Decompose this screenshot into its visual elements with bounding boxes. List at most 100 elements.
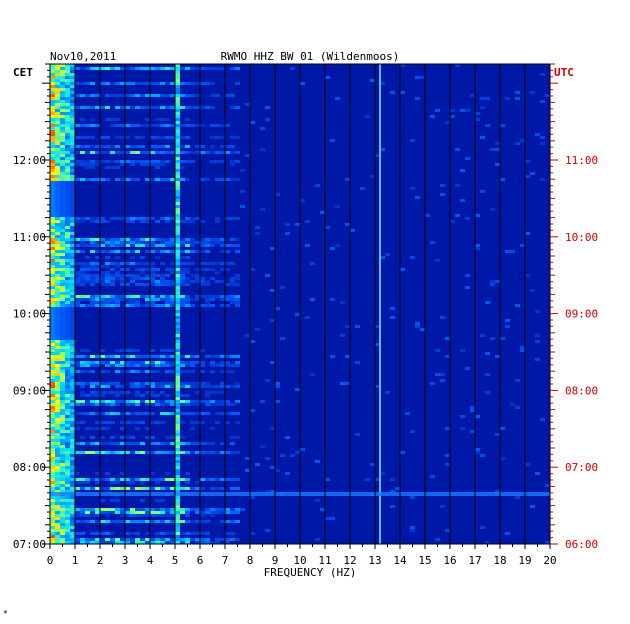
spectrogram-cell xyxy=(220,304,225,307)
spectrogram-cell xyxy=(230,151,235,154)
spectrogram-cell xyxy=(50,436,55,439)
spectrogram-cell xyxy=(70,85,75,88)
spectrogram-cell xyxy=(140,271,145,274)
spectrogram-cell xyxy=(120,241,125,244)
x-tick-label: 4 xyxy=(147,554,154,567)
spectrogram-cell xyxy=(190,412,195,415)
spectrogram-cell xyxy=(50,529,55,532)
spectrogram-cell xyxy=(160,403,165,406)
spectrogram-cell xyxy=(70,409,75,412)
spectrogram-cell xyxy=(175,532,180,535)
spectrogram-cell xyxy=(65,364,70,367)
spectrogram-cell xyxy=(60,79,65,82)
spectrogram-cell xyxy=(160,124,165,127)
spectrogram-cell xyxy=(120,478,125,481)
spectrogram-cell xyxy=(85,304,90,307)
spectrogram-cell xyxy=(55,526,60,529)
spectrogram-cell xyxy=(60,268,65,271)
spectrogram-cell xyxy=(185,478,190,481)
spectrogram-cell xyxy=(225,511,230,514)
spectrogram-cell xyxy=(425,214,430,217)
spectrogram-cell xyxy=(150,385,155,388)
spectrogram-cell xyxy=(105,262,110,265)
spectrogram-cell xyxy=(55,304,60,307)
spectrogram-cell xyxy=(105,301,110,304)
spectrogram-cell xyxy=(190,361,195,364)
spectrogram-cell xyxy=(100,511,105,514)
spectrogram-cell xyxy=(150,217,155,220)
spectrogram-cell xyxy=(300,82,305,85)
spectrogram-cell xyxy=(70,331,75,334)
spectrogram-cell xyxy=(125,82,130,85)
spectrogram-cell xyxy=(120,538,125,541)
spectrogram-cell xyxy=(65,403,70,406)
spectrogram-cell xyxy=(50,307,55,310)
spectrogram-cell xyxy=(200,511,205,514)
y-tick-label-cet: 08:00 xyxy=(13,461,46,474)
spectrogram-cell xyxy=(535,334,540,337)
spectrogram-cell xyxy=(60,451,65,454)
spectrogram-cell xyxy=(175,370,180,373)
spectrogram-cell xyxy=(135,364,140,367)
spectrogram-cell xyxy=(215,478,220,481)
spectrogram-cell xyxy=(475,244,480,247)
spectrogram-cell xyxy=(180,382,185,385)
spectrogram-cell xyxy=(120,160,125,163)
spectrogram-cell xyxy=(50,511,55,514)
x-tick-label: 2 xyxy=(97,554,104,567)
spectrogram-cell xyxy=(115,106,120,109)
spectrogram-cell xyxy=(195,520,200,523)
spectrogram-cell xyxy=(235,283,240,286)
spectrogram-cell xyxy=(185,295,190,298)
spectrogram-cell xyxy=(185,151,190,154)
spectrogram-cell xyxy=(85,520,90,523)
spectrogram-cell xyxy=(90,250,95,253)
spectrogram-cell xyxy=(130,361,135,364)
spectrogram-cell xyxy=(50,496,55,499)
spectrogram-cell xyxy=(175,295,180,298)
spectrogram-cell xyxy=(160,238,165,241)
spectrogram-cell xyxy=(115,271,120,274)
spectrogram-cell xyxy=(540,136,545,139)
spectrogram-cell xyxy=(340,382,345,385)
spectrogram-cell xyxy=(105,370,110,373)
spectrogram-cell xyxy=(175,82,180,85)
spectrogram-cell xyxy=(70,343,75,346)
spectrogram-cell xyxy=(55,85,60,88)
spectrogram-cell xyxy=(175,469,180,472)
x-tick-label: 18 xyxy=(493,554,506,567)
spectrogram-cell xyxy=(475,214,480,217)
spectrogram-cell xyxy=(220,520,225,523)
spectrogram-cell xyxy=(420,328,425,331)
spectrogram-cell xyxy=(65,433,70,436)
spectrogram-cell xyxy=(60,520,65,523)
spectrogram-cell xyxy=(60,211,65,214)
spectrogram-cell xyxy=(175,193,180,196)
spectrogram-cell xyxy=(55,457,60,460)
spectrogram-cell xyxy=(100,67,105,70)
spectrogram-cell xyxy=(160,82,165,85)
spectrogram-cell xyxy=(135,277,140,280)
spectrogram-cell xyxy=(185,304,190,307)
spectrogram-cell xyxy=(175,148,180,151)
spectrogram-cell xyxy=(70,247,75,250)
spectrogram-cell xyxy=(90,361,95,364)
spectrogram-cell xyxy=(195,541,200,544)
spectrogram-cell xyxy=(445,355,450,358)
spectrogram-cell xyxy=(175,349,180,352)
spectrogram-cell xyxy=(60,448,65,451)
spectrogram-cell xyxy=(145,400,150,403)
spectrogram-cell xyxy=(170,532,175,535)
spectrogram-cell xyxy=(55,277,60,280)
spectrogram-cell xyxy=(130,67,135,70)
spectrogram-cell xyxy=(250,268,255,271)
spectrogram-cell xyxy=(170,301,175,304)
spectrogram-cell xyxy=(430,475,435,478)
spectrogram-cell xyxy=(105,298,110,301)
spectrogram-cell xyxy=(130,436,135,439)
spectrogram-cell xyxy=(110,436,115,439)
spectrogram-cell xyxy=(160,451,165,454)
spectrogram-cell xyxy=(70,235,75,238)
spectrogram-cell xyxy=(200,244,205,247)
spectrogram-cell xyxy=(105,106,110,109)
